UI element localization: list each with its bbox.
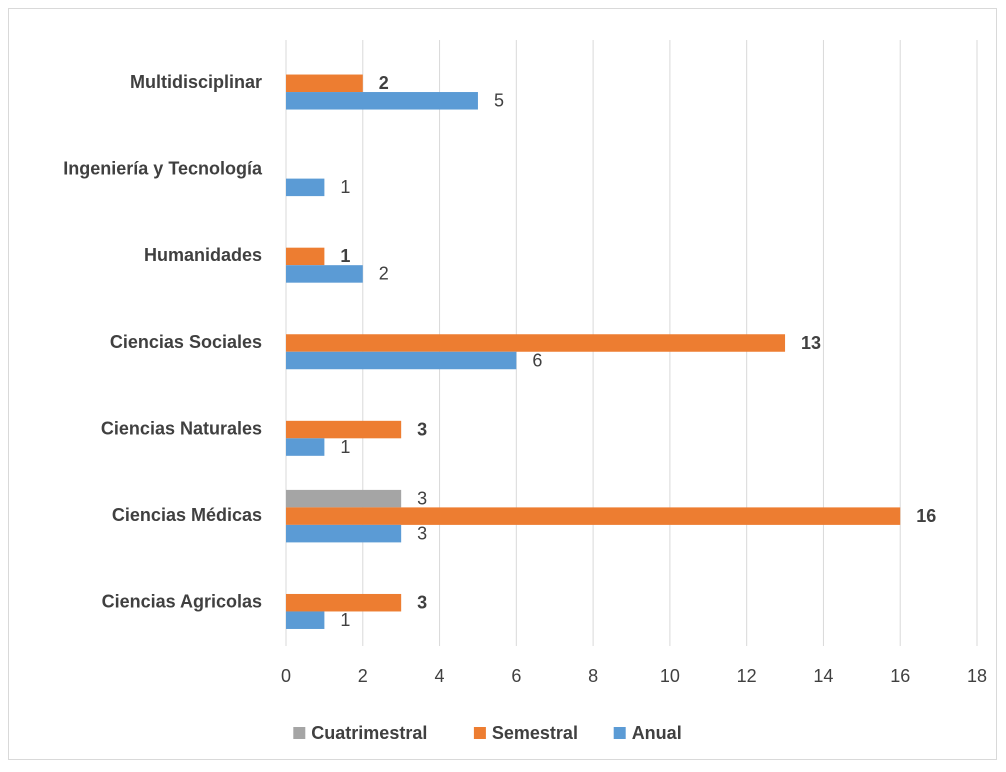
bar [286, 420, 402, 439]
category-label: Humanidades [144, 245, 262, 265]
bar [286, 611, 325, 629]
data-label: 3 [417, 523, 427, 543]
bar [286, 247, 325, 266]
bar [286, 74, 363, 93]
data-label: 2 [379, 73, 389, 93]
bar [286, 178, 325, 197]
data-label: 1 [340, 610, 350, 630]
category-label: Ciencias Naturales [101, 418, 262, 438]
data-label: 3 [417, 592, 427, 612]
legend-label: Anual [632, 723, 682, 743]
data-label: 6 [532, 350, 542, 370]
bar [286, 265, 363, 283]
data-label: 2 [379, 264, 389, 284]
legend-swatch [613, 727, 626, 739]
legend-label: Cuatrimestral [311, 723, 427, 743]
category-label: Multidisciplinar [130, 72, 262, 92]
x-tick-label: 4 [435, 666, 445, 686]
bar [286, 438, 325, 456]
bar [286, 593, 402, 612]
bar [286, 524, 402, 543]
x-tick-label: 0 [281, 666, 291, 686]
category-label: Ciencias Sociales [110, 332, 262, 352]
data-label: 5 [494, 91, 504, 111]
x-tick-label: 6 [511, 666, 521, 686]
legend-swatch [473, 727, 486, 739]
x-tick-label: 16 [890, 666, 910, 686]
category-label: Ciencias Agricolas [102, 591, 262, 611]
data-label: 3 [417, 419, 427, 439]
legend-label: Semestral [492, 723, 578, 743]
data-label: 16 [916, 506, 936, 526]
bar [286, 507, 901, 525]
x-tick-label: 8 [588, 666, 598, 686]
bar [286, 351, 517, 370]
category-label: Ingeniería y Tecnología [63, 159, 263, 179]
legend-swatch [293, 727, 306, 739]
x-tick-label: 18 [967, 666, 987, 686]
data-label: 1 [340, 437, 350, 457]
x-tick-label: 14 [813, 666, 833, 686]
data-label: 1 [340, 177, 350, 197]
data-label: 13 [801, 333, 821, 353]
bar [286, 92, 478, 110]
data-label: 3 [417, 488, 427, 508]
bar [286, 334, 786, 352]
x-tick-label: 10 [660, 666, 680, 686]
chart-border [8, 8, 997, 760]
bar [286, 489, 402, 508]
x-tick-label: 12 [737, 666, 757, 686]
x-tick-label: 2 [358, 666, 368, 686]
data-label: 1 [340, 246, 350, 266]
category-label: Ciencias Médicas [112, 505, 262, 525]
